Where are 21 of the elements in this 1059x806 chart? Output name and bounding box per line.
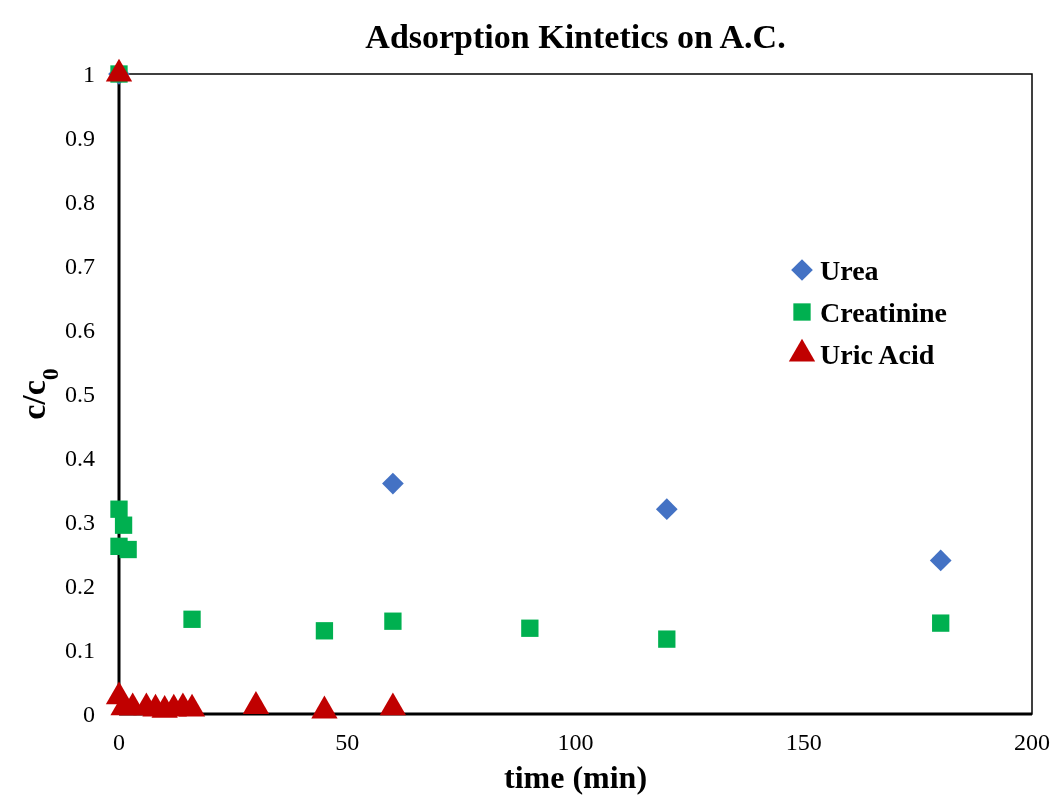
- y-tick-label: 0.2: [65, 573, 95, 600]
- legend-label: Urea: [820, 254, 879, 286]
- y-tick-label: 0: [83, 701, 95, 728]
- x-tick-label: 200: [1014, 729, 1050, 755]
- x-tick-label: 150: [785, 729, 822, 755]
- x-tick-label: 50: [335, 729, 360, 755]
- y-tick-label: 0.5: [65, 381, 95, 408]
- y-tick-label: 0.1: [65, 637, 95, 664]
- x-tick-label: 0: [113, 729, 125, 755]
- legend-label: Uric Acid: [820, 338, 935, 370]
- chart-title: Adsorption Kintetics on A.C.: [365, 18, 786, 55]
- x-axis-title: time (min): [503, 759, 648, 795]
- x-tick-label: 100: [557, 729, 594, 755]
- y-tick-label: 0.4: [65, 445, 95, 472]
- y-tick-label: 0.3: [65, 509, 95, 536]
- y-tick-label: 0.9: [65, 125, 95, 152]
- y-tick-label: 0.6: [65, 317, 95, 344]
- y-tick-label: 0.8: [65, 189, 95, 216]
- y-tick-label: 0.7: [65, 253, 95, 280]
- y-tick-label: 1: [83, 61, 95, 88]
- legend-label: Creatinine: [820, 296, 948, 328]
